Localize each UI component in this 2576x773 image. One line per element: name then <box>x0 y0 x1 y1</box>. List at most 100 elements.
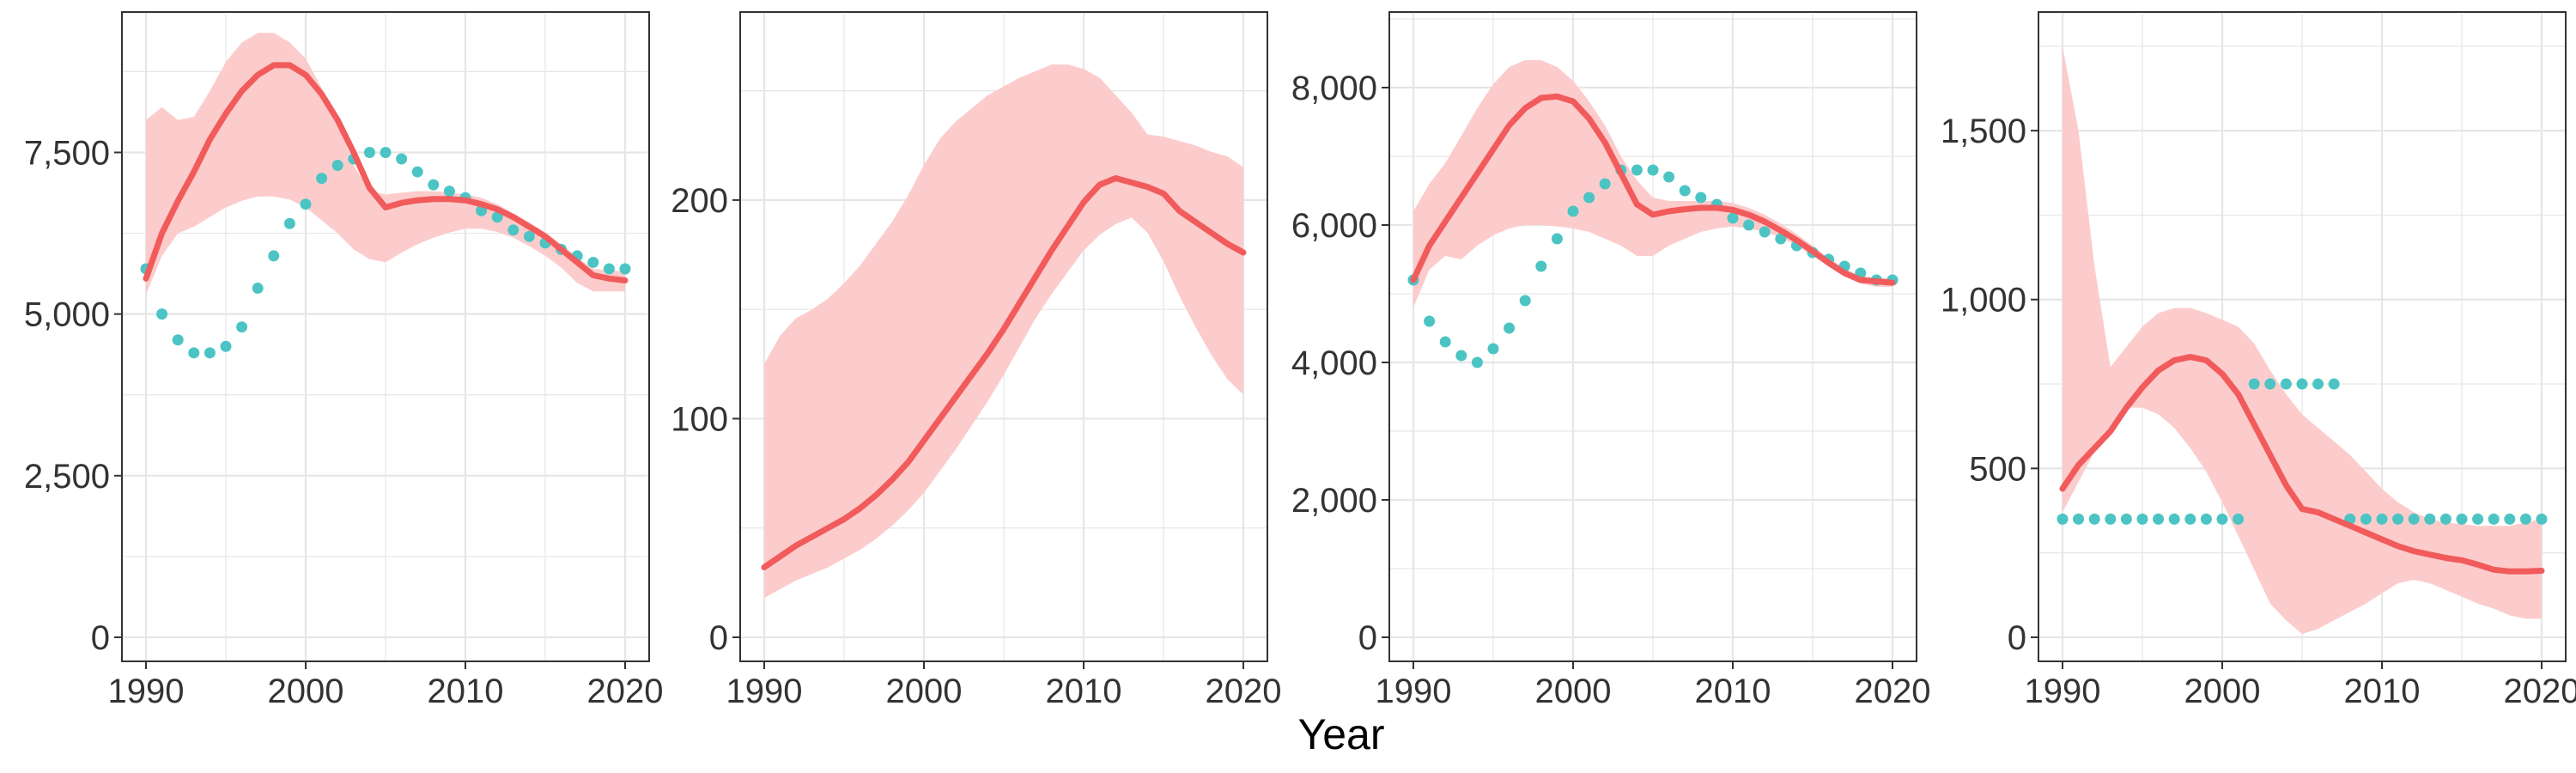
data-point <box>2153 513 2165 525</box>
panel-2: 1990 2000 2010 2020 0 100 200 <box>671 11 1282 710</box>
data-point <box>172 334 184 346</box>
data-point <box>1504 322 1516 334</box>
x-tick-label: 2010 <box>1046 673 1122 710</box>
data-point <box>2248 378 2260 390</box>
data-point <box>1567 205 1579 217</box>
data-point <box>1727 212 1739 224</box>
x-tick-label: 1990 <box>726 673 803 710</box>
data-point <box>1519 295 1531 307</box>
data-point <box>2280 378 2292 390</box>
data-point <box>363 146 375 158</box>
data-point <box>396 153 408 165</box>
x-tick-label: 2020 <box>1206 673 1282 710</box>
data-point <box>2168 513 2180 525</box>
data-point <box>2424 513 2436 525</box>
data-point <box>2073 513 2085 525</box>
data-point <box>2184 513 2196 525</box>
fitted-line <box>1410 93 1896 286</box>
data-point <box>268 250 280 262</box>
data-point <box>2088 513 2100 525</box>
data-point <box>2312 378 2324 390</box>
data-point <box>1535 260 1547 272</box>
data-point <box>2328 378 2340 390</box>
y-tick-label: 7,500 <box>24 134 110 172</box>
fitted-line <box>761 175 1247 570</box>
data-point <box>1647 164 1659 176</box>
y-tick-label: 0 <box>1358 619 1377 657</box>
x-tick-label: 2000 <box>886 673 963 710</box>
data-point <box>2488 513 2500 525</box>
data-point <box>2264 378 2276 390</box>
data-point <box>523 230 535 242</box>
data-point <box>2136 513 2148 525</box>
x-tick-label: 1990 <box>1376 673 1452 710</box>
data-point <box>1759 226 1771 238</box>
y-tick-label: 500 <box>1969 450 2026 488</box>
data-point <box>2120 513 2132 525</box>
y-tick-label: 2,500 <box>24 458 110 496</box>
data-point <box>2439 513 2451 525</box>
data-point <box>1424 315 1436 327</box>
data-point <box>1599 178 1611 190</box>
data-point <box>2472 513 2484 525</box>
x-tick-label: 2010 <box>428 673 504 710</box>
y-tick-label: 0 <box>2008 619 2026 657</box>
data-point <box>156 308 168 320</box>
y-tick-label: 5,000 <box>24 296 110 334</box>
data-point <box>1743 219 1755 231</box>
data-point <box>1663 171 1675 183</box>
data-point <box>428 179 440 191</box>
y-tick-label: 1,500 <box>1941 113 2026 150</box>
y-tick-label: 200 <box>671 182 728 220</box>
data-point <box>619 263 631 275</box>
data-point <box>1471 356 1483 368</box>
data-point <box>331 160 343 172</box>
data-point <box>2057 513 2069 525</box>
data-point <box>587 256 599 268</box>
fitted-line <box>2059 354 2545 575</box>
confidence-band <box>2063 46 2542 635</box>
data-point <box>380 146 392 158</box>
data-point <box>2200 513 2212 525</box>
data-point <box>443 186 455 198</box>
data-point <box>2536 513 2548 525</box>
data-point <box>316 173 328 185</box>
confidence-band <box>146 33 625 295</box>
plot-border <box>1388 11 1917 662</box>
data-point <box>1679 185 1691 197</box>
confidence-band <box>1413 60 1893 307</box>
data-point <box>2519 513 2531 525</box>
data-point <box>1631 164 1643 176</box>
data-point <box>1439 336 1451 348</box>
x-tick-label: 2020 <box>587 673 664 710</box>
data-point <box>2216 513 2228 525</box>
data-point <box>2504 513 2516 525</box>
x-tick-label: 2010 <box>2344 673 2421 710</box>
x-tick-label: 1990 <box>108 673 185 710</box>
data-point <box>236 321 248 333</box>
data-point <box>188 347 200 359</box>
y-tick-label: 0 <box>91 619 110 657</box>
fitted-line <box>143 62 629 283</box>
x-tick-label: 2000 <box>268 673 344 710</box>
plot-border <box>739 11 1268 662</box>
y-tick-label: 1,000 <box>1941 282 2026 320</box>
y-tick-label: 6,000 <box>1291 207 1377 245</box>
plot-border <box>2038 11 2567 662</box>
data-point <box>283 217 295 229</box>
data-point <box>2105 513 2117 525</box>
plot-border <box>121 11 650 662</box>
data-point <box>1583 192 1595 204</box>
data-point <box>2408 513 2420 525</box>
data-point <box>1775 233 1787 245</box>
data-point <box>2392 513 2404 525</box>
data-point <box>603 263 615 275</box>
data-point <box>411 166 423 178</box>
panel-1: 1990 2000 2010 2020 0 2,500 5,000 7,500 <box>24 11 664 710</box>
x-tick-label: 2010 <box>1695 673 1771 710</box>
y-tick-label: 2,000 <box>1291 482 1377 520</box>
data-point <box>2376 513 2388 525</box>
y-tick-label: 0 <box>709 619 728 657</box>
data-point <box>1455 350 1467 362</box>
